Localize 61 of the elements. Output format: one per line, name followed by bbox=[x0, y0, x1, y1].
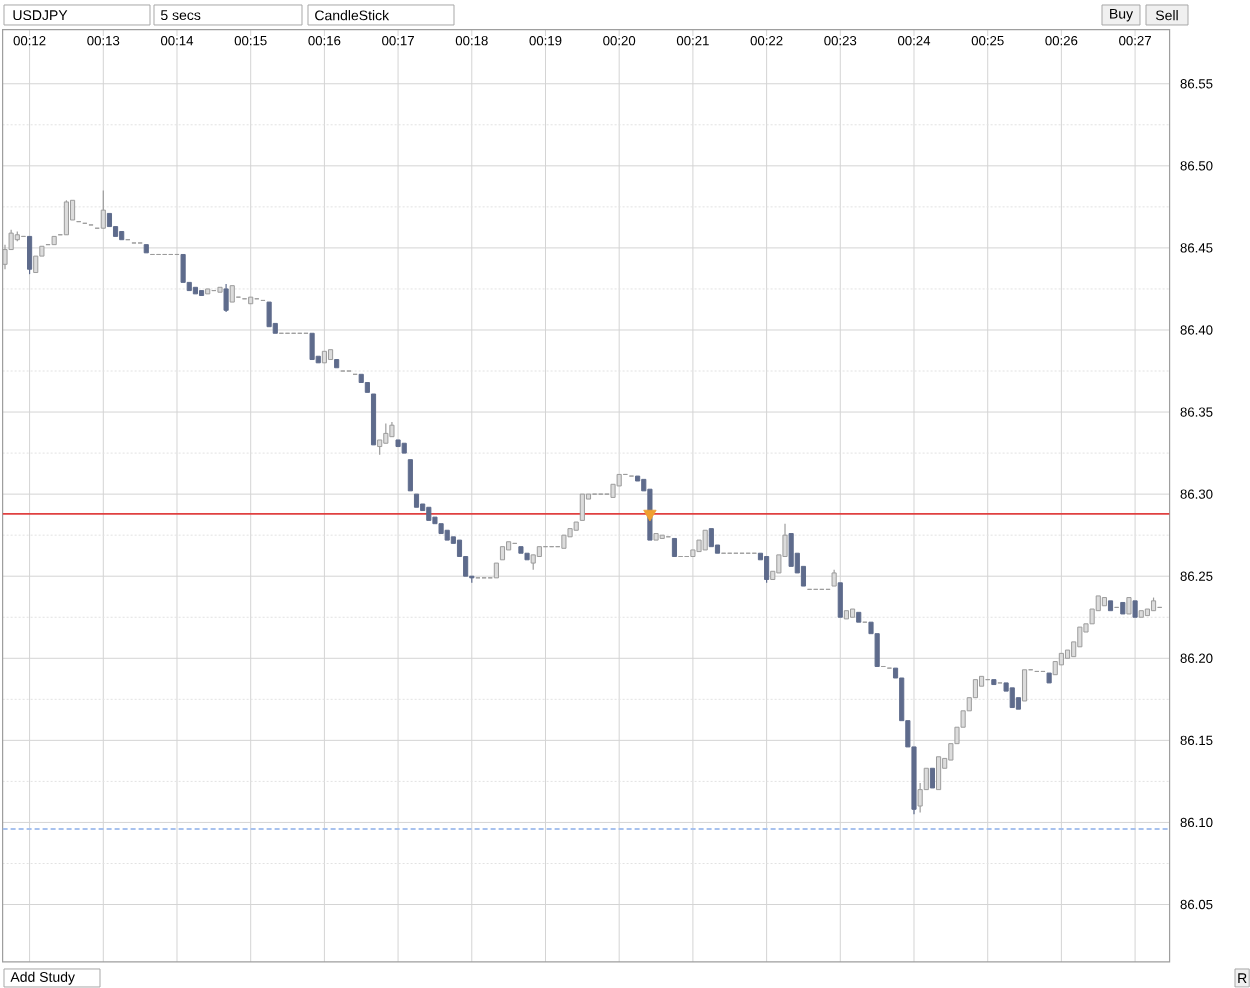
candlestick bbox=[413, 493, 420, 508]
candlestick bbox=[229, 285, 235, 303]
candlestick bbox=[100, 189, 106, 229]
candlestick bbox=[426, 506, 432, 521]
candlestick bbox=[143, 244, 149, 254]
candlestick bbox=[573, 521, 579, 531]
candlestick bbox=[370, 393, 377, 446]
candlestick bbox=[518, 546, 524, 554]
candlestick bbox=[1101, 597, 1107, 607]
candlestick bbox=[671, 537, 678, 558]
candlestick bbox=[499, 546, 506, 561]
candlestick bbox=[327, 349, 334, 361]
candlestick bbox=[524, 552, 530, 561]
candlestick bbox=[702, 529, 708, 551]
candlestick bbox=[63, 199, 69, 236]
candlestick bbox=[309, 332, 315, 361]
candlestick bbox=[1064, 649, 1071, 659]
candlestick bbox=[1052, 661, 1058, 676]
candlestick bbox=[1132, 600, 1138, 618]
candlestick bbox=[205, 288, 211, 295]
candlestick bbox=[653, 533, 659, 541]
candlestick bbox=[198, 290, 205, 297]
candlestick bbox=[438, 523, 444, 535]
candlestick bbox=[929, 767, 936, 789]
candlestick bbox=[1138, 610, 1144, 618]
candlestick bbox=[1009, 687, 1015, 709]
candlestick bbox=[1046, 672, 1052, 684]
candlestick bbox=[1107, 600, 1114, 612]
candlestick bbox=[936, 756, 942, 791]
candlestick bbox=[536, 546, 542, 558]
candlestick bbox=[843, 610, 849, 620]
candlestick bbox=[334, 359, 340, 369]
candlestick bbox=[217, 286, 223, 293]
candlestick bbox=[493, 562, 499, 579]
candlestick bbox=[708, 528, 714, 548]
candlestick bbox=[248, 296, 254, 305]
candlestick bbox=[27, 235, 33, 275]
candlestick bbox=[856, 611, 862, 623]
candlestick bbox=[51, 235, 57, 246]
candlestick bbox=[180, 253, 186, 283]
candlestick bbox=[1021, 669, 1028, 702]
candlestick bbox=[788, 533, 794, 567]
candlestick bbox=[266, 301, 272, 328]
candlestick bbox=[1144, 608, 1150, 617]
candlestick bbox=[850, 608, 856, 618]
candlestick bbox=[401, 442, 407, 454]
candlestick bbox=[119, 230, 125, 241]
candlestick bbox=[1120, 601, 1126, 615]
candlestick bbox=[321, 350, 327, 364]
candlestick bbox=[579, 493, 585, 521]
candlestick bbox=[395, 439, 401, 448]
candlestick bbox=[223, 283, 229, 313]
candlestick bbox=[192, 286, 198, 295]
candlestick bbox=[764, 555, 770, 584]
candlestick bbox=[991, 679, 997, 686]
candlestick bbox=[444, 529, 450, 541]
candlestick bbox=[561, 534, 567, 549]
candlestick bbox=[364, 382, 370, 393]
candlestick bbox=[407, 459, 413, 492]
candlestick bbox=[837, 582, 843, 618]
candlestick bbox=[383, 422, 389, 444]
